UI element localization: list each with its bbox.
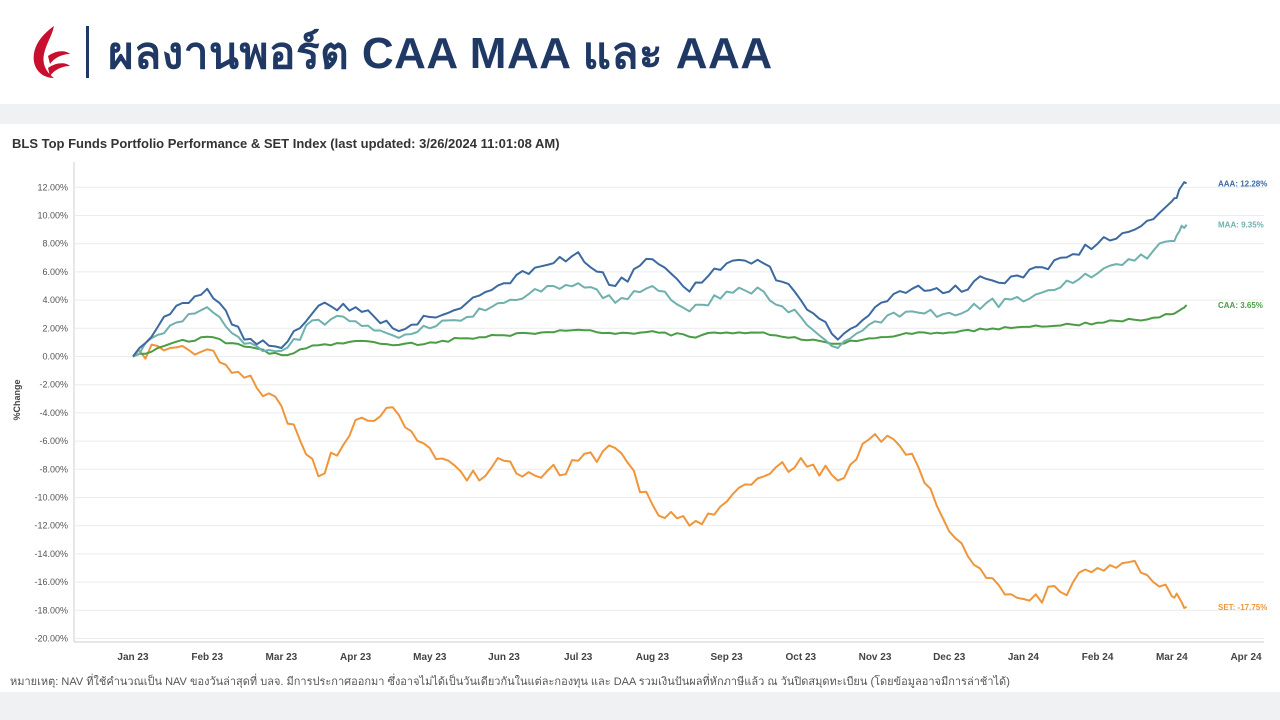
x-tick-label: Oct 23 — [786, 652, 817, 663]
x-tick-label: May 23 — [413, 652, 447, 663]
x-axis: Jan 23 Feb 23 Mar 23 Apr 23 May 23 Jun 23 Jul … — [117, 652, 1262, 663]
y-tick-label: 10.00% — [37, 211, 68, 221]
x-tick-label: Mar 23 — [266, 652, 298, 663]
y-tick-label: 6.00% — [42, 267, 68, 277]
y-tick-label: -10.00% — [34, 493, 68, 503]
footnote: หมายเหตุ: NAV ที่ใช้คำนวณเป็น NAV ของวัน… — [10, 676, 1010, 688]
page-title: ผลงานพอร์ต CAA MAA และ AAA — [108, 29, 773, 78]
end-label-caa: CAA: 3.65% — [1218, 301, 1263, 310]
series-lines — [132, 181, 1188, 609]
x-tick-label: Jul 23 — [564, 652, 593, 663]
x-tick-label: Aug 23 — [636, 652, 670, 663]
y-tick-label: -12.00% — [34, 521, 68, 531]
series-line-caa — [132, 304, 1188, 358]
series-line-set — [132, 343, 1188, 609]
y-tick-label: -20.00% — [34, 634, 68, 644]
company-logo-icon — [33, 26, 70, 78]
y-tick-label: 4.00% — [42, 295, 68, 305]
x-tick-label: Feb 23 — [191, 652, 223, 663]
y-tick-label: -16.00% — [34, 577, 68, 587]
series-line-maa — [132, 224, 1188, 358]
end-label-maa: MAA: 9.35% — [1218, 221, 1264, 230]
y-tick-label: 2.00% — [42, 323, 68, 333]
x-tick-label: Jan 24 — [1008, 652, 1040, 663]
x-tick-label: Feb 24 — [1082, 652, 1114, 663]
header-bar: ผลงานพอร์ต CAA MAA และ AAA — [0, 0, 1280, 104]
x-tick-label: Sep 23 — [710, 652, 743, 663]
end-label-aaa: AAA: 12.28% — [1218, 179, 1267, 188]
x-tick-label: Dec 23 — [933, 652, 966, 663]
x-tick-label: Mar 24 — [1156, 652, 1188, 663]
series-line-aaa — [132, 181, 1188, 358]
y-tick-label: -8.00% — [39, 464, 68, 474]
y-tick-label: -4.00% — [39, 408, 68, 418]
end-label-set: SET: -17.75% — [1218, 603, 1267, 612]
y-axis: 12.00% 10.00% 8.00% 6.00% 4.00% 2.00% 0.00% -2.… — [34, 182, 68, 643]
performance-chart: 12.00% 10.00% 8.00% 6.00% 4.00% 2.00% 0.00% -2.… — [12, 162, 1267, 663]
y-tick-label: -6.00% — [39, 436, 68, 446]
x-tick-label: Apr 23 — [340, 652, 372, 663]
y-tick-label: -2.00% — [39, 380, 68, 390]
chart-grid — [73, 162, 1264, 643]
header-divider — [86, 26, 89, 78]
series-end-labels: SET: -17.75% CAA: 3.65% MAA: 9.35% AAA: 12.… — [1218, 179, 1267, 611]
y-tick-label: -14.00% — [34, 549, 68, 559]
y-tick-label: 12.00% — [37, 182, 68, 192]
x-tick-label: Apr 24 — [1230, 652, 1262, 663]
chart-title: BLS Top Funds Portfolio Performance & SE… — [12, 136, 560, 151]
y-tick-label: 8.00% — [42, 239, 68, 249]
y-tick-label: -18.00% — [34, 605, 68, 615]
y-axis-label: %Change — [12, 379, 22, 420]
x-tick-label: Jun 23 — [488, 652, 520, 663]
x-tick-label: Jan 23 — [117, 652, 149, 663]
y-tick-label: 0.00% — [42, 352, 68, 362]
chart-panel: 12.00% 10.00% 8.00% 6.00% 4.00% 2.00% 0.00% -2.… — [0, 124, 1280, 692]
x-tick-label: Nov 23 — [859, 652, 892, 663]
